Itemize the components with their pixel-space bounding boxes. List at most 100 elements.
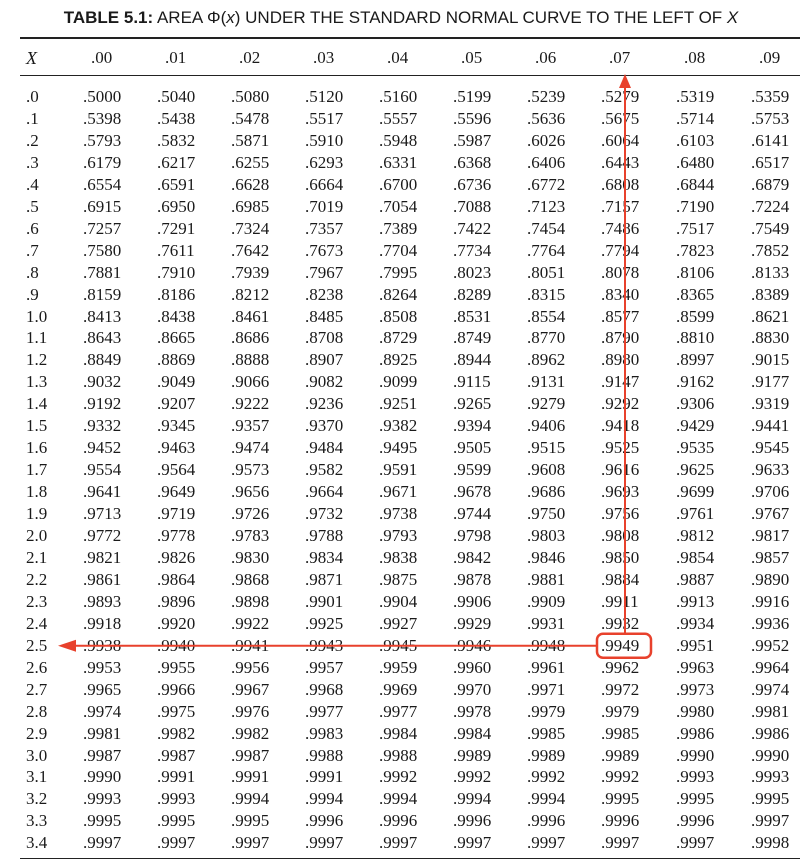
table-cell: .9484 — [305, 438, 344, 458]
column-header: .01 — [165, 48, 187, 67]
table-cell: .9834 — [305, 547, 344, 567]
table-cell: .9996 — [676, 811, 715, 831]
table-cell: .9890 — [751, 569, 790, 589]
table-cell: .7257 — [83, 218, 122, 238]
table-cell: .9884 — [601, 569, 640, 589]
table-cell: .7357 — [305, 218, 344, 238]
table-cell: .7734 — [453, 240, 492, 260]
table-cell: .9996 — [379, 811, 418, 831]
table-cell: .8461 — [231, 306, 270, 326]
table-cell: .7123 — [527, 196, 566, 216]
table-cell: .8907 — [305, 350, 344, 370]
table-cell: .9993 — [751, 767, 790, 787]
table-cell: .9441 — [751, 416, 790, 436]
table-cell: .9995 — [751, 789, 790, 809]
table-cell: .9015 — [751, 350, 790, 370]
table-cell: .7454 — [527, 218, 566, 238]
table-cell: .9987 — [231, 745, 270, 765]
table-cell: .9997 — [676, 833, 715, 853]
row-label: .6 — [26, 218, 39, 238]
row-label: .4 — [26, 174, 39, 194]
table-cell: .7910 — [157, 262, 196, 282]
table-cell: .9535 — [676, 438, 715, 458]
table-cell: .9830 — [231, 547, 270, 567]
table-cell: .9989 — [527, 745, 566, 765]
table-cell: .9861 — [83, 569, 122, 589]
table-cell: .9991 — [305, 767, 344, 787]
table-cell: .9887 — [676, 569, 715, 589]
table-cell: .8078 — [601, 262, 640, 282]
table-cell: .9906 — [453, 591, 492, 611]
table-cell: .9756 — [601, 504, 640, 524]
table-cell: .9955 — [157, 657, 196, 677]
table-cell: .6591 — [157, 174, 196, 194]
table-cell: .7324 — [231, 218, 270, 238]
column-header: .00 — [91, 48, 113, 67]
table-cell: .8925 — [379, 350, 418, 370]
table-cell: .9983 — [305, 723, 344, 743]
table-cell: .9664 — [305, 482, 344, 502]
table-cell: .8531 — [453, 306, 492, 326]
table-cell: .9995 — [231, 811, 270, 831]
table-cell: .5239 — [527, 87, 566, 106]
table-cell: .9940 — [157, 635, 196, 655]
row-label: 2.3 — [26, 591, 48, 611]
table-cell: .9963 — [676, 657, 715, 677]
table-cell: .8621 — [751, 306, 790, 326]
table-cell: .6700 — [379, 174, 418, 194]
table-cell: .6103 — [676, 130, 715, 150]
table-cell: .5040 — [157, 87, 196, 106]
table-cell: .9744 — [453, 504, 492, 524]
table-cell: .5398 — [83, 108, 122, 128]
table-cell: .9265 — [453, 394, 492, 414]
row-label: .5 — [26, 196, 39, 216]
table-cell: .9370 — [305, 416, 344, 436]
table-cell: .8212 — [231, 284, 270, 304]
row-label: 1.5 — [26, 416, 48, 436]
table-cell: .9878 — [453, 569, 492, 589]
table-cell: .8289 — [453, 284, 492, 304]
table-cell: .7224 — [751, 196, 790, 216]
table-cell: .7764 — [527, 240, 566, 260]
table-cell: .9952 — [751, 635, 790, 655]
table-cell: .5714 — [676, 108, 715, 128]
table-cell: .8686 — [231, 328, 270, 348]
table-cell: .9857 — [751, 547, 790, 567]
table-cell: .8749 — [453, 328, 492, 348]
table-number: TABLE 5.1: — [63, 8, 154, 27]
table-cell: .9881 — [527, 569, 566, 589]
table-cell: .9982 — [157, 723, 196, 743]
table-cell: .8888 — [231, 350, 270, 370]
table-cell: .9896 — [157, 591, 196, 611]
table-cell: .9992 — [601, 767, 640, 787]
table-cell: .7389 — [379, 218, 418, 238]
table-cell: .9909 — [527, 591, 566, 611]
table-cell: .6736 — [453, 174, 492, 194]
table-cell: .9842 — [453, 547, 492, 567]
table-cell: .8438 — [157, 306, 196, 326]
table-cell: .9920 — [157, 613, 196, 633]
table-cell: .5000 — [83, 87, 122, 106]
table-cell: .6772 — [527, 174, 566, 194]
table-cell: .9418 — [601, 416, 640, 436]
row-label: 1.4 — [26, 394, 48, 414]
row-label: 1.7 — [26, 460, 48, 480]
table-cell: .9997 — [453, 833, 492, 853]
table-cell: .9726 — [231, 504, 270, 524]
column-header: .09 — [759, 48, 781, 67]
row-label: 3.0 — [26, 745, 48, 765]
table-cell: .7486 — [601, 218, 640, 238]
table-cell: .9177 — [751, 372, 790, 392]
table-cell: .9671 — [379, 482, 418, 502]
table-cell: .9992 — [379, 767, 418, 787]
table-cell: .6026 — [527, 130, 566, 150]
table-cell: .5910 — [305, 130, 344, 150]
column-header: .02 — [239, 48, 261, 67]
table-cell: .9992 — [453, 767, 492, 787]
row-label: .3 — [26, 152, 39, 172]
table-cell: .8997 — [676, 350, 715, 370]
table-cell: .9525 — [601, 438, 640, 458]
table-cell: .9974 — [751, 679, 790, 699]
table-cell: .6844 — [676, 174, 715, 194]
